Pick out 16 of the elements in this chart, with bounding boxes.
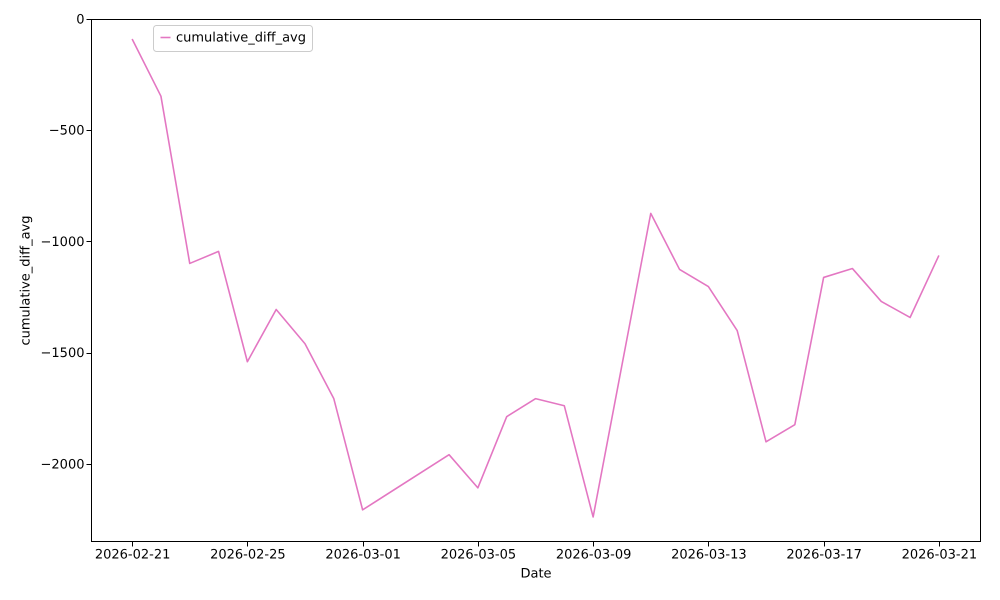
- y-tick-label: −1000: [40, 234, 84, 250]
- x-tick-label: 2026-03-13: [671, 548, 747, 562]
- y-tick-label: −1500: [40, 346, 84, 362]
- x-tick-label: 2026-02-25: [210, 548, 286, 562]
- x-tick-label: 2026-03-21: [902, 548, 978, 562]
- x-tick-label: 2026-03-09: [556, 548, 632, 562]
- y-tick-label: 0: [76, 12, 84, 28]
- x-tick-label: 2026-03-17: [786, 548, 862, 562]
- x-tick-label: 2026-03-01: [325, 548, 401, 562]
- y-tick-label: −2000: [40, 457, 84, 472]
- x-tick-label: 2026-03-05: [440, 548, 516, 562]
- x-tick-label: 2026-02-21: [94, 548, 170, 562]
- y-axis-title: cumulative_diff_avg: [18, 216, 34, 346]
- x-axis-title: Date: [520, 566, 552, 582]
- legend-label: cumulative_diff_avg: [176, 30, 306, 46]
- y-tick-label: −500: [48, 124, 84, 139]
